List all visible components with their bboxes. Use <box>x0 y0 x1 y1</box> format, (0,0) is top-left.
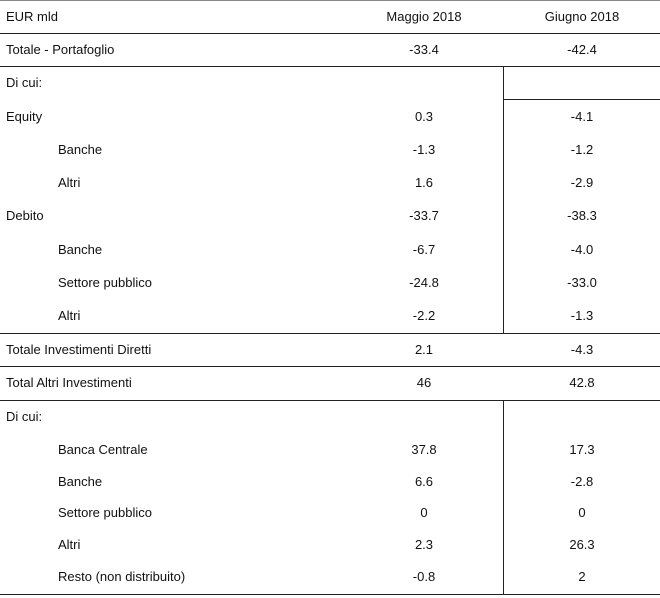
row-value-giugno: -1.2 <box>570 142 594 157</box>
row-value-maggio: -0.8 <box>412 569 436 584</box>
row-value-giugno: -33.0 <box>567 275 597 290</box>
row-value-giugno: 26.3 <box>569 537 595 552</box>
row-label: Settore pubblico <box>58 275 152 290</box>
row-value-giugno: 17.3 <box>569 442 595 457</box>
row-value-maggio: 46 <box>416 375 432 390</box>
header-unit-label: EUR mld <box>6 9 59 24</box>
row-label: Banche <box>58 142 103 157</box>
divider <box>0 594 660 595</box>
column-divider <box>503 66 504 333</box>
divider <box>503 99 660 100</box>
row-value-giugno: -38.3 <box>567 208 597 223</box>
row-value-maggio: 0.3 <box>414 109 434 124</box>
row-value-maggio: 6.6 <box>414 474 434 489</box>
row-value-giugno: -1.3 <box>570 308 594 323</box>
row-label: Totale Investimenti Diretti <box>6 342 152 357</box>
divider <box>0 366 660 367</box>
row-value-maggio: 0 <box>420 505 428 520</box>
row-value-giugno: -2.9 <box>570 175 594 190</box>
row-value-giugno: 2 <box>578 569 586 584</box>
row-label: Altri <box>58 175 81 190</box>
row-label: Total Altri Investimenti <box>6 375 132 390</box>
row-value-maggio: 1.6 <box>414 175 434 190</box>
row-value-giugno: -4.1 <box>570 109 594 124</box>
row-label: Debito <box>6 208 44 223</box>
row-label: Banche <box>58 242 103 257</box>
row-value-maggio: 37.8 <box>411 442 437 457</box>
row-value-maggio: 2.1 <box>414 342 434 357</box>
row-value-maggio: -2.2 <box>412 308 436 323</box>
row-value-giugno: 0 <box>578 505 586 520</box>
row-label: Settore pubblico <box>58 505 152 520</box>
row-label: Banca Centrale <box>58 442 148 457</box>
row-label: Di cui: <box>6 409 43 424</box>
row-value-giugno: -4.3 <box>570 342 594 357</box>
header-col-maggio: Maggio 2018 <box>386 9 462 24</box>
row-label: Di cui: <box>6 75 43 90</box>
divider <box>0 66 660 67</box>
row-value-giugno: -42.4 <box>567 42 597 57</box>
row-label: Altri <box>58 308 81 323</box>
divider <box>0 33 660 34</box>
row-label: Banche <box>58 474 103 489</box>
row-value-giugno: -4.0 <box>570 242 594 257</box>
row-value-maggio: -24.8 <box>409 275 439 290</box>
row-value-maggio: -33.4 <box>409 42 439 57</box>
row-value-maggio: 2.3 <box>414 537 434 552</box>
row-value-giugno: -2.8 <box>570 474 594 489</box>
row-label: Altri <box>58 537 81 552</box>
top-border <box>0 0 660 1</box>
row-label: Resto (non distribuito) <box>58 569 186 584</box>
row-value-maggio: -6.7 <box>412 242 436 257</box>
row-value-maggio: -33.7 <box>409 208 439 223</box>
divider <box>0 400 660 401</box>
row-value-maggio: -1.3 <box>412 142 436 157</box>
row-value-giugno: 42.8 <box>569 375 595 390</box>
column-divider <box>503 400 504 594</box>
row-label: Equity <box>6 109 43 124</box>
divider <box>0 333 660 334</box>
row-label: Totale - Portafoglio <box>6 42 115 57</box>
header-col-giugno: Giugno 2018 <box>544 9 620 24</box>
